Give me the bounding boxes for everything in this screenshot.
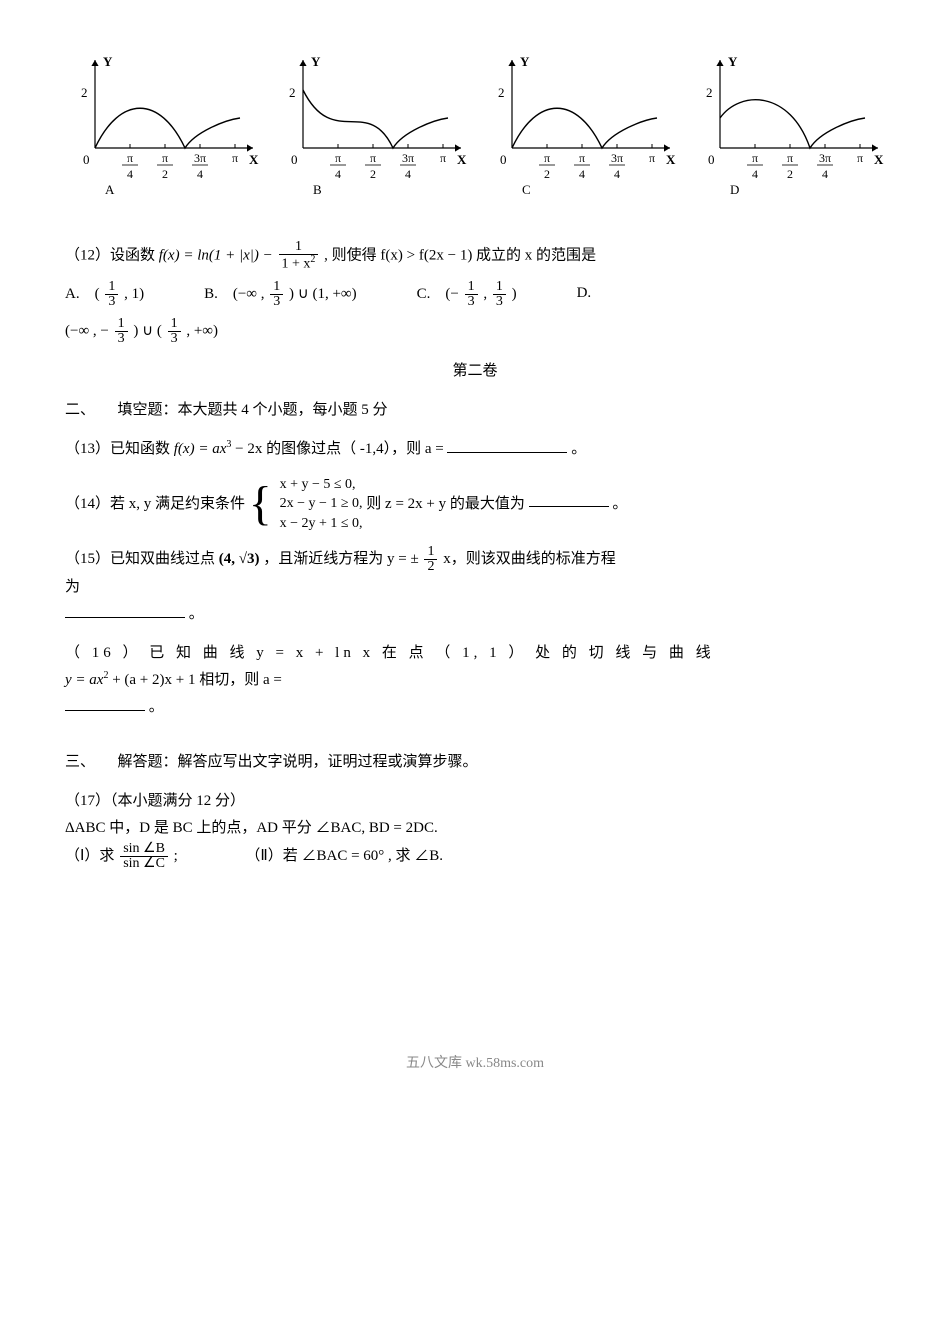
svg-text:4: 4 [579,167,585,181]
q12-fx: f(x) = ln(1 + |x|) − 1 1 + x2 [159,240,321,272]
svg-text:π: π [440,151,446,165]
q12-options: A. ( 13 , 1) B. (−∞ , 13 ) ∪ (1, +∞) C. … [65,280,885,309]
svg-text:3π: 3π [402,151,414,165]
svg-text:2: 2 [81,85,88,100]
svg-text:π: π [335,151,341,165]
svg-text:0: 0 [500,152,507,167]
q15: （15）已知双曲线过点 (4, √3) ，且渐近线方程为 y = ± 12 x，… [65,545,885,628]
svg-text:π: π [752,151,758,165]
svg-text:2: 2 [289,85,296,100]
svg-text:2: 2 [498,85,505,100]
q14: （14）若 x, y 满足约束条件 { x + y − 5 ≤ 0, 2x − … [65,475,885,534]
q12-opt-c: C. (− 13 , 13 ) [417,280,517,309]
svg-text:3π: 3π [819,151,831,165]
graph-c: Y X 0 2 π 2 π 4 3π 4 π C [482,40,677,210]
svg-text:4: 4 [822,167,828,181]
svg-text:0: 0 [83,152,90,167]
svg-text:π: π [787,151,793,165]
graphs-row: Y X 0 2 π 4 π 2 3π 4 π A Y X 0 2 π 4 π 2 3π 4 π B Y X 0 2 π 2 π 4 3π 4 π… [65,40,885,210]
q12-opt-a: A. ( 13 , 1) [65,280,144,309]
svg-text:Y: Y [728,54,738,69]
svg-text:A: A [105,182,115,197]
svg-text:4: 4 [197,167,203,181]
svg-text:Y: Y [311,54,321,69]
svg-text:π: π [370,151,376,165]
svg-text:D: D [730,182,739,197]
section3-heading: 三、 解答题：解答应写出文字说明，证明过程或演算步骤。 [65,749,885,776]
q12-opt-d-label: D. [577,280,592,309]
q12-frac: 1 1 + x2 [279,240,319,272]
q17: （17）（本小题满分 12 分） ΔABC 中，D 是 BC 上的点，AD 平分… [65,788,885,871]
svg-text:4: 4 [335,167,341,181]
q16-blank [65,695,145,711]
svg-text:π: π [579,151,585,165]
svg-text:C: C [522,182,531,197]
q12-stem-b: , 则使得 f(x) > f(2x − 1) 成立的 x 的范围是 [324,247,596,263]
svg-text:Y: Y [520,54,530,69]
svg-text:4: 4 [405,167,411,181]
svg-text:X: X [666,152,676,167]
q16: （ 16 ） 已 知 曲 线 y = x + ln x 在 点 （ 1, 1 ）… [65,640,885,721]
svg-text:0: 0 [291,152,298,167]
svg-text:2: 2 [544,167,550,181]
q12-stem-a: （12）设函数 [65,247,159,263]
svg-text:4: 4 [127,167,133,181]
q13-blank [447,437,567,453]
svg-text:π: π [162,151,168,165]
q15-blank [65,602,185,618]
svg-text:π: π [649,151,655,165]
graph-a: Y X 0 2 π 4 π 2 3π 4 π A [65,40,260,210]
q17-part1: （Ⅰ）求 sin ∠B sin ∠C ; [65,842,178,871]
q12-opt-b: B. (−∞ , 13 ) ∪ (1, +∞) [204,280,357,309]
svg-text:4: 4 [752,167,758,181]
svg-text:2: 2 [370,167,376,181]
svg-text:B: B [313,182,322,197]
q17-part2: （Ⅱ）若 ∠BAC = 60° , 求 ∠B. [245,848,443,864]
svg-text:π: π [232,151,238,165]
svg-text:3π: 3π [194,151,206,165]
svg-text:π: π [127,151,133,165]
svg-text:0: 0 [708,152,715,167]
svg-text:Y: Y [103,54,113,69]
svg-text:X: X [249,152,259,167]
svg-text:X: X [874,152,884,167]
svg-text:π: π [857,151,863,165]
q14-system: x + y − 5 ≤ 0, 2x − y − 1 ≥ 0, x − 2y + … [280,475,363,534]
section2-heading: 二、 填空题：本大题共 4 个小题，每小题 5 分 [65,397,885,424]
brace-icon: { [249,480,272,528]
q12-opt-d-body: (−∞ , − 13 ) ∪ ( 13 , +∞) [65,317,885,346]
graph-b: Y X 0 2 π 4 π 2 3π 4 π B [273,40,468,210]
svg-text:2: 2 [706,85,713,100]
svg-text:3π: 3π [611,151,623,165]
q12: （12）设函数 f(x) = ln(1 + |x|) − 1 1 + x2 , … [65,240,885,346]
svg-text:X: X [457,152,467,167]
svg-text:2: 2 [787,167,793,181]
svg-text:4: 4 [614,167,620,181]
svg-text:2: 2 [162,167,168,181]
svg-text:π: π [544,151,550,165]
graph-d: Y X 0 2 π 4 π 2 3π 4 π D [690,40,885,210]
section2-title: 第二卷 [65,358,885,385]
q13: （13）已知函数 f(x) = ax3 − 2x 的图像过点（ -1,4），则 … [65,436,885,463]
q14-blank [529,491,609,507]
footer: 五八文库 wk.58ms.com [65,1051,885,1076]
